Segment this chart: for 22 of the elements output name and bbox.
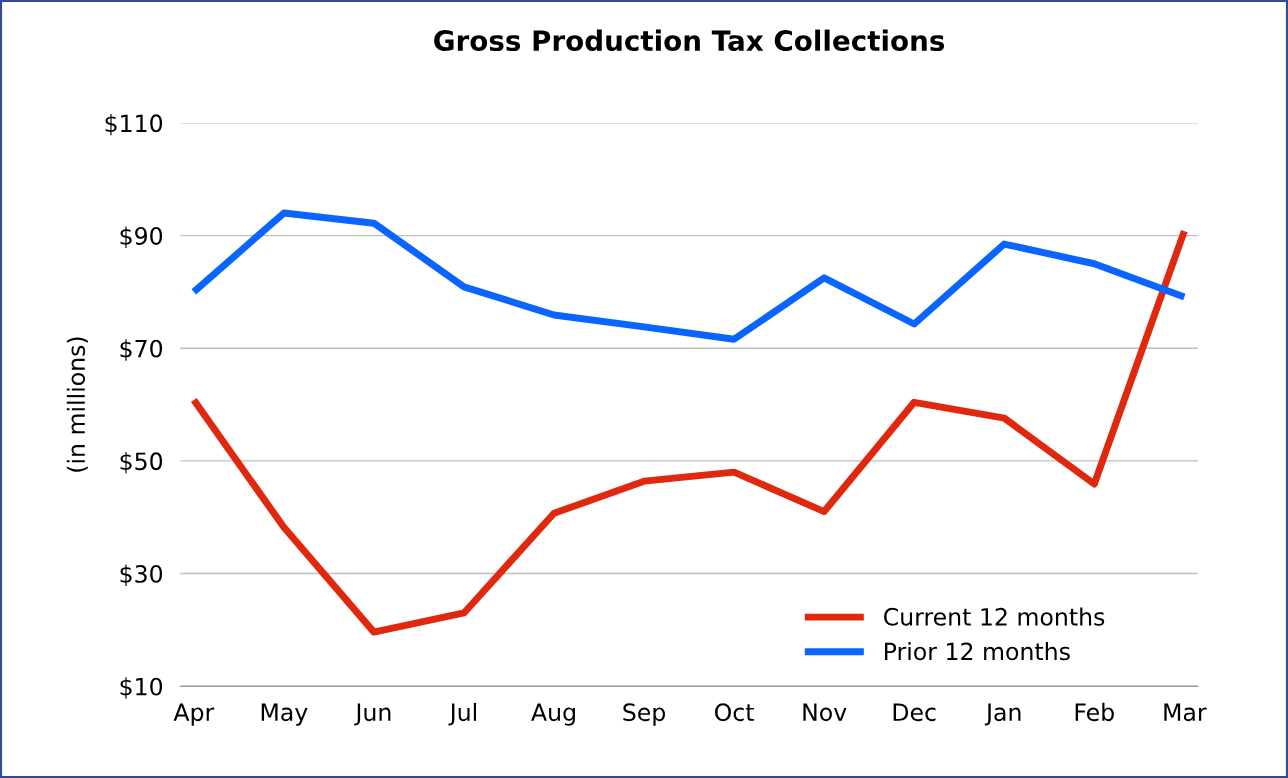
x-tick-label: Jul [448,702,476,726]
y-tick-label: $30 [120,564,163,586]
x-tick-label: Apr [173,703,215,726]
x-tick-label: Feb [1075,702,1114,722]
x-tick-label: Jun [354,703,391,726]
x-tick-label: May [261,703,308,726]
x-tick-label: Aug [531,703,575,726]
y-tick-label: $110 [105,113,163,136]
x-tick-label: Dec [893,703,936,722]
x-tick-label: Nov [803,703,847,722]
x-tick-label: Sep [623,703,666,726]
y-tick-label: $50 [120,451,163,474]
x-tick-label: Mar [1164,703,1207,722]
x-tick-label: Jan [984,703,1021,726]
y-tick-label: $70 [120,339,163,361]
x-tick-label: Oct [715,703,754,722]
y-tick-label: $10 [120,677,163,699]
y-axis-title: (in millions) [66,337,88,472]
chart-title: Gross Production Tax Collections [434,29,945,52]
legend-label: Prior 12 months [885,642,1070,661]
legend-label: Current 12 months [884,607,1105,626]
y-tick-label: $90 [120,226,163,249]
